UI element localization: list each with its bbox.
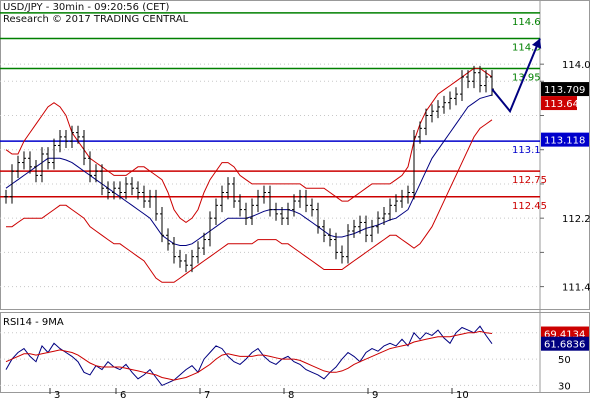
rsi-ma-value-label: 69.4134: [544, 330, 585, 341]
source-credit: Research © 2017 TRADING CENTRAL: [3, 14, 189, 25]
current-level-box: [541, 132, 589, 147]
price-panel-frame: [0, 0, 590, 310]
pivot-box-label: 113.64: [544, 99, 579, 110]
level-label: 114.3: [512, 43, 541, 54]
last-price-box: [541, 82, 589, 97]
current-level-box-label: 113.118: [544, 136, 585, 147]
pivot-box: [541, 96, 577, 111]
level-label: 13.95: [512, 72, 541, 83]
price-axis-tick-label: 111.4: [562, 283, 590, 294]
last-price-box-label: 113.709: [544, 85, 585, 96]
level-label: 113.1: [512, 145, 541, 156]
level-label: 112.45: [512, 201, 547, 212]
price-axis-tick-label: 114.0: [562, 60, 590, 71]
rsi-panel-frame: [0, 312, 590, 393]
x-axis-tick-label: 10: [456, 390, 469, 400]
level-label: 114.6: [512, 17, 541, 28]
x-axis-tick-label: 7: [204, 390, 210, 400]
bollinger-upper-line: [5, 67, 493, 224]
rsi-axis-tick-label: 50: [558, 355, 571, 366]
x-axis-tick-label: 6: [120, 390, 126, 400]
x-axis-tick-label: 8: [288, 390, 294, 400]
projection-arrow-head: [531, 38, 542, 49]
rsi-axis-tick-label: 30: [558, 381, 571, 392]
x-axis-tick-label: 3: [54, 390, 60, 400]
rsi-ma-line: [5, 330, 493, 381]
moving-average-line: [5, 94, 493, 246]
instrument-title: USD/JPY - 30min - 09:20:56 (CET): [3, 2, 170, 13]
rsi-title: RSI14 - 9MA: [3, 317, 64, 328]
bollinger-lower-line: [6, 119, 493, 283]
rsi-value-label: 61.6836: [544, 340, 585, 351]
rsi-line: [5, 325, 493, 387]
price-axis-tick-label: 112.2: [562, 214, 590, 225]
level-label: 112.75: [512, 175, 547, 186]
projection-arrow-line: [491, 38, 541, 114]
rsi-value-box: [541, 336, 589, 351]
x-axis-tick-label: 9: [372, 390, 378, 400]
